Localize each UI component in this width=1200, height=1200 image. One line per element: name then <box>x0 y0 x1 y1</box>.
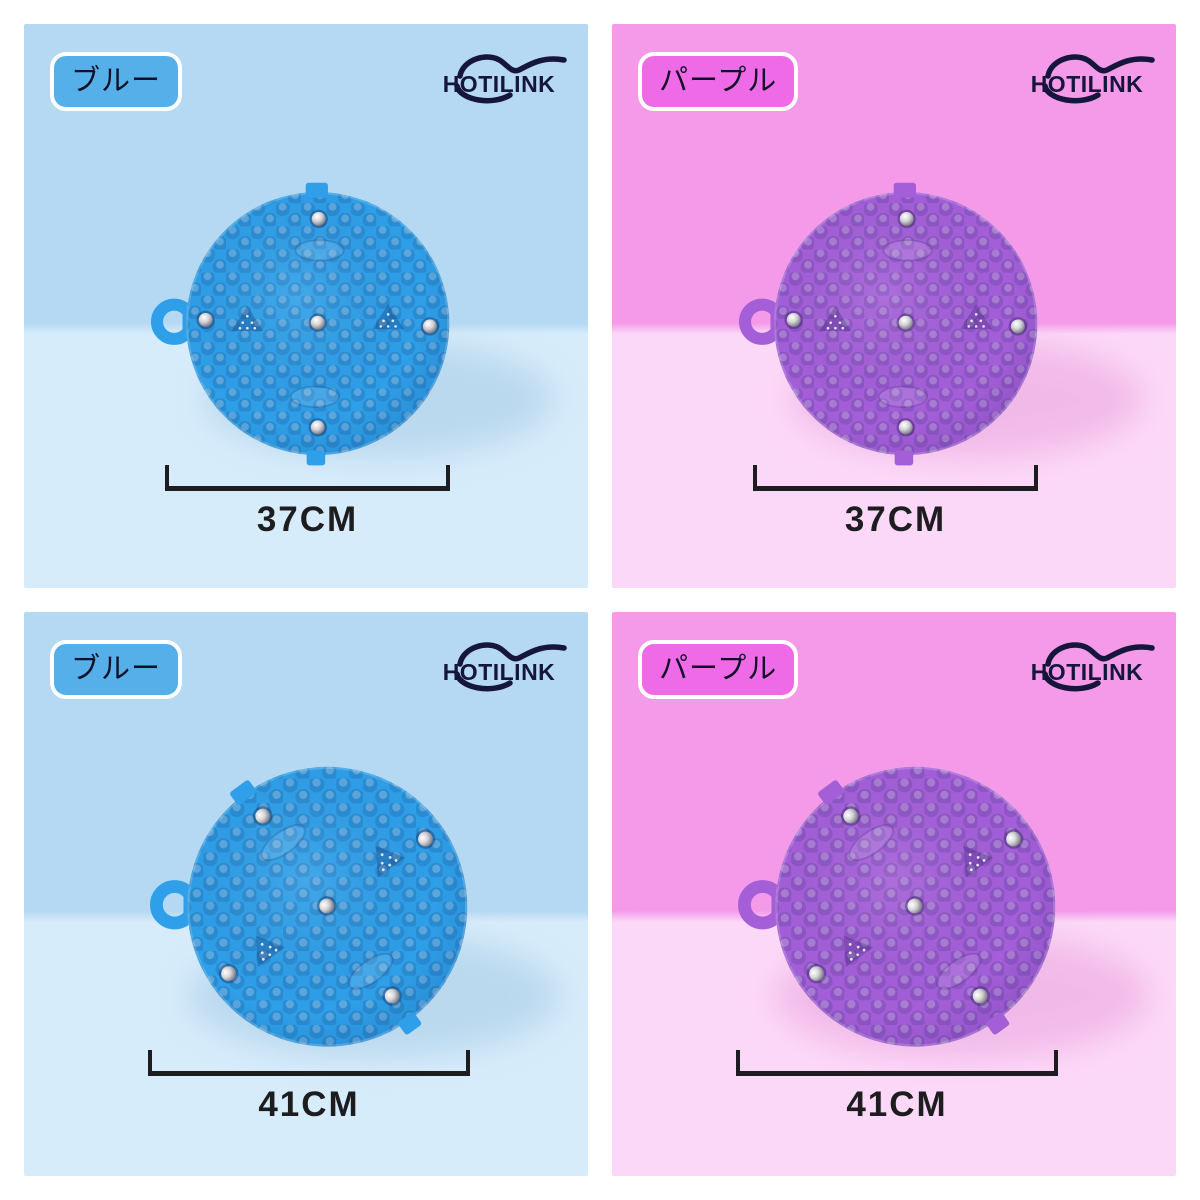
dimension-bracket <box>148 1050 470 1076</box>
color-badge: ブルー <box>50 640 183 700</box>
brand-logo-text: HOTILINK <box>443 659 556 685</box>
size-label: 37CM <box>256 500 359 539</box>
size-label: 41CM <box>258 1085 360 1124</box>
massage-mat-purple-41cm <box>738 754 1073 1069</box>
size-label: 37CM <box>844 500 947 539</box>
color-badge: ブルー <box>50 52 183 112</box>
dimension-bracket <box>736 1050 1058 1076</box>
massage-mat-blue-41cm <box>150 754 485 1069</box>
panel-purple-41cm: パープル HOTILINK 41CM <box>612 612 1176 1176</box>
brand-logo: HOTILINK <box>443 636 572 698</box>
massage-mat-blue-37cm <box>151 180 466 476</box>
brand-logo: HOTILINK <box>1031 636 1160 698</box>
massage-mat-purple-37cm <box>739 180 1054 476</box>
dimension-indicator: 37CM <box>165 465 450 540</box>
brand-logo-text: HOTILINK <box>1031 659 1144 685</box>
panel-blue-41cm: ブルー HOTILINK 41CM <box>24 612 588 1176</box>
brand-logo-text: HOTILINK <box>443 71 556 97</box>
dimension-indicator: 37CM <box>753 465 1038 540</box>
panel-purple-37cm: パープル HOTILINK 37CM <box>612 24 1176 588</box>
size-label: 41CM <box>846 1085 948 1124</box>
dimension-bracket <box>165 465 450 491</box>
dimension-indicator: 41CM <box>148 1050 470 1125</box>
color-badge: パープル <box>638 52 799 112</box>
color-badge: パープル <box>638 640 799 700</box>
brand-logo-text: HOTILINK <box>1031 71 1144 97</box>
dimension-bracket <box>753 465 1038 491</box>
dimension-indicator: 41CM <box>736 1050 1058 1125</box>
brand-logo: HOTILINK <box>1031 48 1160 110</box>
brand-logo: HOTILINK <box>443 48 572 110</box>
panel-blue-37cm: ブルー HOTILINK 37CM <box>24 24 588 588</box>
